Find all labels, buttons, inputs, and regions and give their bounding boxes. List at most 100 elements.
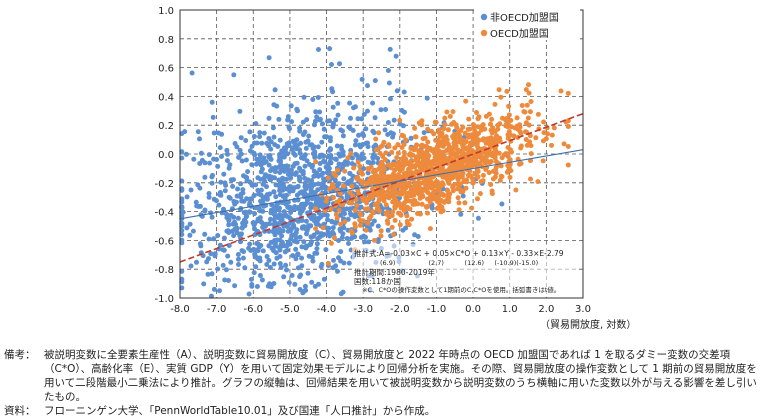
point-oecd	[389, 149, 395, 155]
point-oecd	[412, 125, 418, 131]
point-oecd	[535, 111, 541, 117]
point-oecd	[322, 208, 328, 214]
point-oecd	[549, 132, 555, 138]
point-oecd	[455, 162, 461, 167]
point-non-oecd	[281, 274, 287, 280]
point-non-oecd	[301, 224, 307, 230]
point-non-oecd	[307, 162, 313, 167]
point-non-oecd	[338, 212, 343, 218]
point-oecd	[404, 218, 410, 224]
point-non-oecd	[289, 146, 295, 152]
point-non-oecd	[310, 151, 316, 157]
point-oecd	[487, 160, 493, 166]
point-non-oecd	[386, 80, 392, 86]
point-non-oecd	[376, 237, 381, 242]
point-non-oecd	[331, 257, 336, 263]
legend-marker-oecd	[480, 29, 488, 37]
point-oecd	[431, 196, 436, 202]
point-non-oecd	[237, 108, 243, 114]
point-oecd	[393, 200, 399, 206]
point-oecd	[357, 163, 363, 169]
point-oecd	[478, 153, 483, 159]
point-non-oecd	[412, 232, 418, 238]
point-non-oecd	[184, 225, 190, 231]
legend: 非OECD加盟国 OECD加盟国	[474, 8, 580, 40]
point-oecd	[508, 124, 514, 130]
point-oecd	[518, 130, 524, 136]
point-non-oecd	[215, 233, 221, 238]
point-non-oecd	[256, 156, 262, 162]
point-non-oecd	[294, 227, 300, 233]
point-non-oecd	[255, 241, 261, 247]
point-oecd	[484, 153, 490, 159]
point-oecd	[435, 158, 441, 163]
point-oecd	[486, 170, 492, 176]
point-oecd	[379, 159, 385, 165]
point-non-oecd	[255, 175, 261, 181]
point-non-oecd	[254, 284, 260, 289]
point-oecd	[351, 165, 357, 171]
point-non-oecd	[206, 191, 212, 196]
point-oecd	[374, 190, 380, 196]
point-oecd	[382, 157, 388, 163]
point-non-oecd	[238, 135, 244, 141]
point-non-oecd	[237, 147, 243, 153]
point-non-oecd	[277, 192, 283, 198]
point-non-oecd	[324, 202, 330, 208]
point-non-oecd	[252, 252, 258, 258]
point-oecd	[399, 189, 405, 195]
point-non-oecd	[319, 201, 325, 207]
point-non-oecd	[320, 121, 325, 127]
point-oecd	[551, 125, 557, 131]
point-oecd	[366, 196, 372, 201]
point-non-oecd	[292, 281, 298, 287]
point-oecd	[465, 126, 471, 132]
point-oecd	[439, 139, 445, 145]
point-non-oecd	[329, 219, 335, 225]
point-non-oecd	[385, 120, 391, 125]
point-non-oecd	[274, 237, 280, 243]
point-oecd	[378, 228, 384, 234]
point-non-oecd	[347, 100, 353, 106]
point-non-oecd	[311, 144, 317, 150]
point-non-oecd	[284, 267, 289, 273]
point-non-oecd	[180, 209, 186, 215]
point-oecd	[366, 215, 372, 221]
point-non-oecd	[183, 151, 189, 157]
point-non-oecd	[400, 123, 406, 129]
point-non-oecd	[253, 182, 259, 188]
point-non-oecd	[279, 233, 285, 239]
point-non-oecd	[209, 293, 214, 299]
point-oecd	[442, 122, 448, 127]
note-source: 資料： フローニンゲン大学、「PennWorldTable10.01」及び国連「…	[4, 404, 764, 418]
point-non-oecd	[336, 161, 342, 167]
point-non-oecd	[330, 104, 336, 110]
point-oecd	[416, 191, 422, 197]
point-non-oecd	[327, 46, 333, 52]
point-oecd	[331, 195, 336, 200]
point-non-oecd	[320, 153, 326, 159]
point-non-oecd	[252, 211, 258, 217]
point-non-oecd	[187, 232, 193, 238]
point-non-oecd	[179, 276, 185, 282]
point-non-oecd	[317, 161, 323, 166]
point-non-oecd	[382, 127, 388, 133]
y-tick-label: 0.8	[158, 35, 174, 46]
point-oecd	[506, 112, 512, 118]
point-non-oecd	[327, 138, 333, 144]
point-non-oecd	[326, 148, 332, 153]
point-oecd	[432, 188, 438, 194]
point-oecd	[375, 174, 381, 180]
point-non-oecd	[366, 239, 372, 245]
point-oecd	[363, 227, 369, 233]
point-oecd	[423, 182, 429, 188]
point-oecd	[392, 217, 398, 223]
point-non-oecd	[251, 134, 257, 139]
point-oecd	[365, 206, 371, 212]
point-non-oecd	[359, 116, 365, 122]
point-oecd	[565, 162, 571, 168]
point-non-oecd	[260, 208, 266, 214]
point-oecd	[373, 168, 379, 174]
point-non-oecd	[280, 186, 285, 191]
point-non-oecd	[273, 194, 279, 200]
